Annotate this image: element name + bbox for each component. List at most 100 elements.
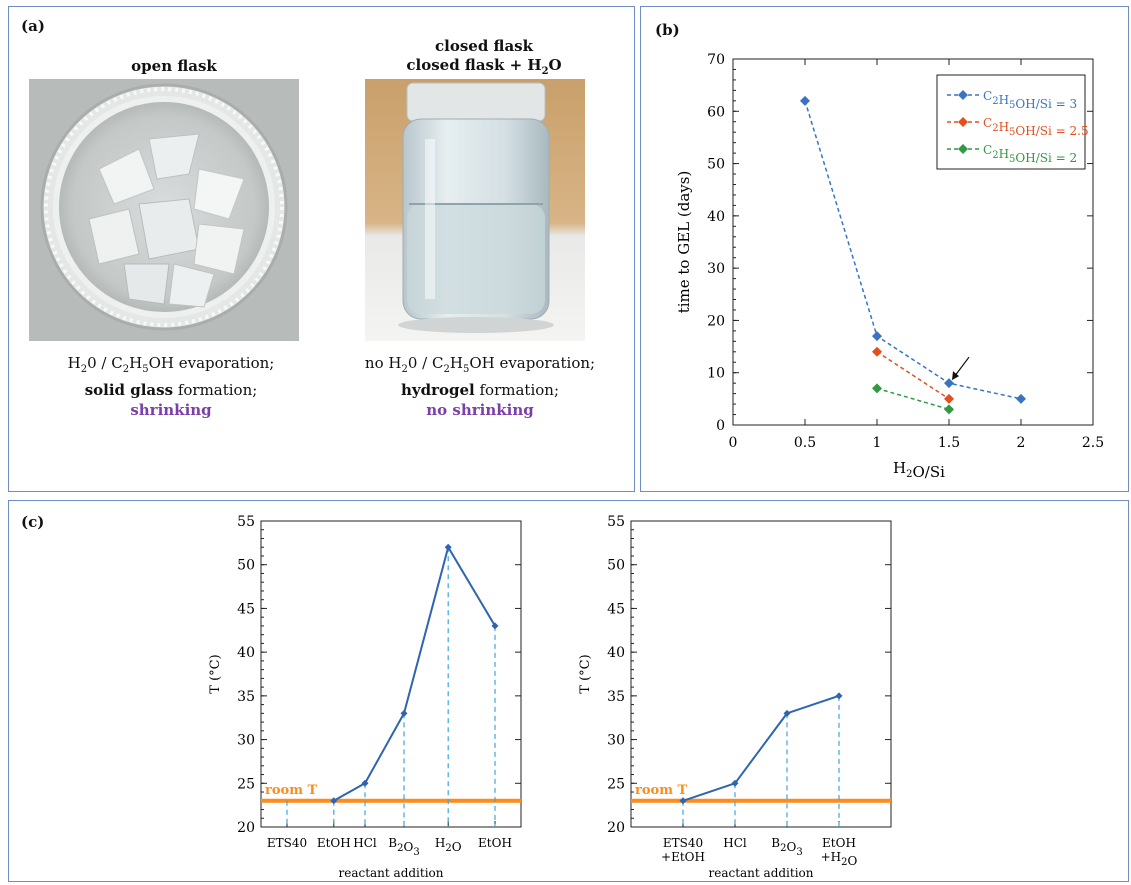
temperature-chart-2: 20 25 30 35 40 45 50 55 T (°C) reactant addition r… [578,514,892,880]
y-tick-label: 35 [237,689,255,705]
temperature-line [333,544,496,802]
open-flask-caption: H20 / C2H5OH evaporation; solid glass fo… [21,353,321,420]
data-point [361,779,369,787]
y-tick-label: 20 [707,313,725,329]
data-point [330,797,338,805]
y-tick-label: 25 [607,776,625,792]
y-tick-label: 30 [237,733,255,749]
y-tick-label: 20 [237,820,255,836]
plot-frame [260,520,522,828]
panel-a: (a) open flask H20 [8,6,635,492]
arrow-head [952,371,959,381]
open-caption-line3: shrinking [130,401,212,419]
panel-c: (c) 20 25 30 35 40 45 50 55 T (°C) reactant addit… [8,500,1129,882]
x-tick-label: B2O3 [771,836,802,858]
data-point [944,393,954,404]
y-tick-label: 55 [607,514,625,530]
x-tick-label: HCl [353,836,377,850]
arrow-annotation [953,356,970,378]
temperature-chart-1: 20 25 30 35 40 45 50 55 T (°C) reactant addition r… [208,514,522,880]
closed-caption-line3: no shrinking [426,401,534,419]
data-point [872,346,882,357]
y-tick-label: 20 [607,820,625,836]
data-point [400,709,408,717]
x-tick-label: ETS40 [663,836,703,850]
open-flask-image [29,79,299,341]
x-tick-label: H2O [435,836,462,854]
x-tick-label: 2.5 [1082,435,1104,451]
y-tick-label: 0 [716,418,725,434]
y-tick-label: 55 [237,514,255,530]
open-flask-photo [29,79,299,341]
open-caption-line1: H20 / C2H5OH evaporation; [67,354,275,375]
closed-flask-title: closed flask closed flask + H2O [406,37,562,77]
data-point [872,331,882,342]
series-line [876,387,950,411]
x-tick-label-line2: +EtOH [661,850,705,864]
y-tick-label: 50 [607,558,625,574]
data-point [944,378,954,389]
y-tick-label: 40 [607,645,625,661]
legend-label: C2H5OH/Si = 3 [983,89,1077,111]
legend-marker [958,90,968,100]
y-tick-label: 35 [607,689,625,705]
data-point [491,622,499,630]
y-tick-label: 10 [707,366,725,382]
x-tick-label: B2O3 [388,836,419,858]
panel-c-label: (c) [21,513,45,531]
y-axis-label: T (°C) [578,654,593,693]
x-tick-label: ETS40 [267,836,307,850]
x-tick-label: EtOH [317,836,351,850]
legend-label: C2H5OH/Si = 2 [983,143,1077,165]
closed-flask-caption: no H20 / C2H5OH evaporation; hydrogel fo… [325,353,635,420]
x-tick-label: EtOH [478,836,512,850]
data-point [783,709,791,717]
open-caption-line2: solid glass formation; [84,381,258,399]
y-tick-label: 45 [237,601,255,617]
x-tick-label: 2 [1017,435,1026,451]
data-point [679,797,687,805]
x-tick-label-line2: +H2O [821,850,858,868]
series-line [876,351,950,400]
panel-a-label: (a) [21,17,45,35]
x-tick-label: 1.5 [938,435,960,451]
y-tick-label: 30 [607,733,625,749]
x-tick-label: 0 [729,435,738,451]
x-axis-label: reactant addition [708,866,813,880]
data-point [731,779,739,787]
room-t-label: room T [635,783,687,798]
plot-frame [630,520,892,828]
closed-caption-line1: no H20 / C2H5OH evaporation; [364,354,596,375]
data-point [835,692,843,700]
legend-label: C2H5OH/Si = 2.5 [983,116,1089,138]
x-tick-label: 0.5 [794,435,816,451]
y-axis-label: time to GEL (days) [675,171,693,314]
closed-caption-line2: hydrogel formation; [400,381,559,399]
data-point [800,95,810,106]
x-axis-label: H2O/Si [893,459,945,481]
legend-marker [958,144,968,154]
legend-marker [958,117,968,127]
y-tick-label: 50 [237,558,255,574]
y-tick-label: 30 [707,261,725,277]
temperature-line [682,694,840,802]
gel-time-chart: 0 0.5 1 1.5 2 2.5 0 10 20 30 40 50 60 70 H2O/Si time to… [675,52,1104,481]
plot-frame [732,58,1094,426]
x-tick-label: HCl [723,836,747,850]
closed-flask-photo [365,79,585,341]
data-point [1016,393,1026,404]
y-tick-label: 50 [707,157,725,173]
data-point [444,543,452,551]
y-tick-label: 40 [707,209,725,225]
room-t-label: room T [265,783,317,798]
x-tick-label: 1 [873,435,882,451]
open-flask-title: open flask [131,57,217,75]
closed-flask-image [365,79,585,341]
series-line [804,100,1022,400]
data-point [944,404,954,415]
y-tick-label: 45 [607,601,625,617]
y-tick-label: 60 [707,104,725,120]
y-tick-label: 25 [237,776,255,792]
data-point [872,383,882,394]
x-axis-label: reactant addition [338,866,443,880]
